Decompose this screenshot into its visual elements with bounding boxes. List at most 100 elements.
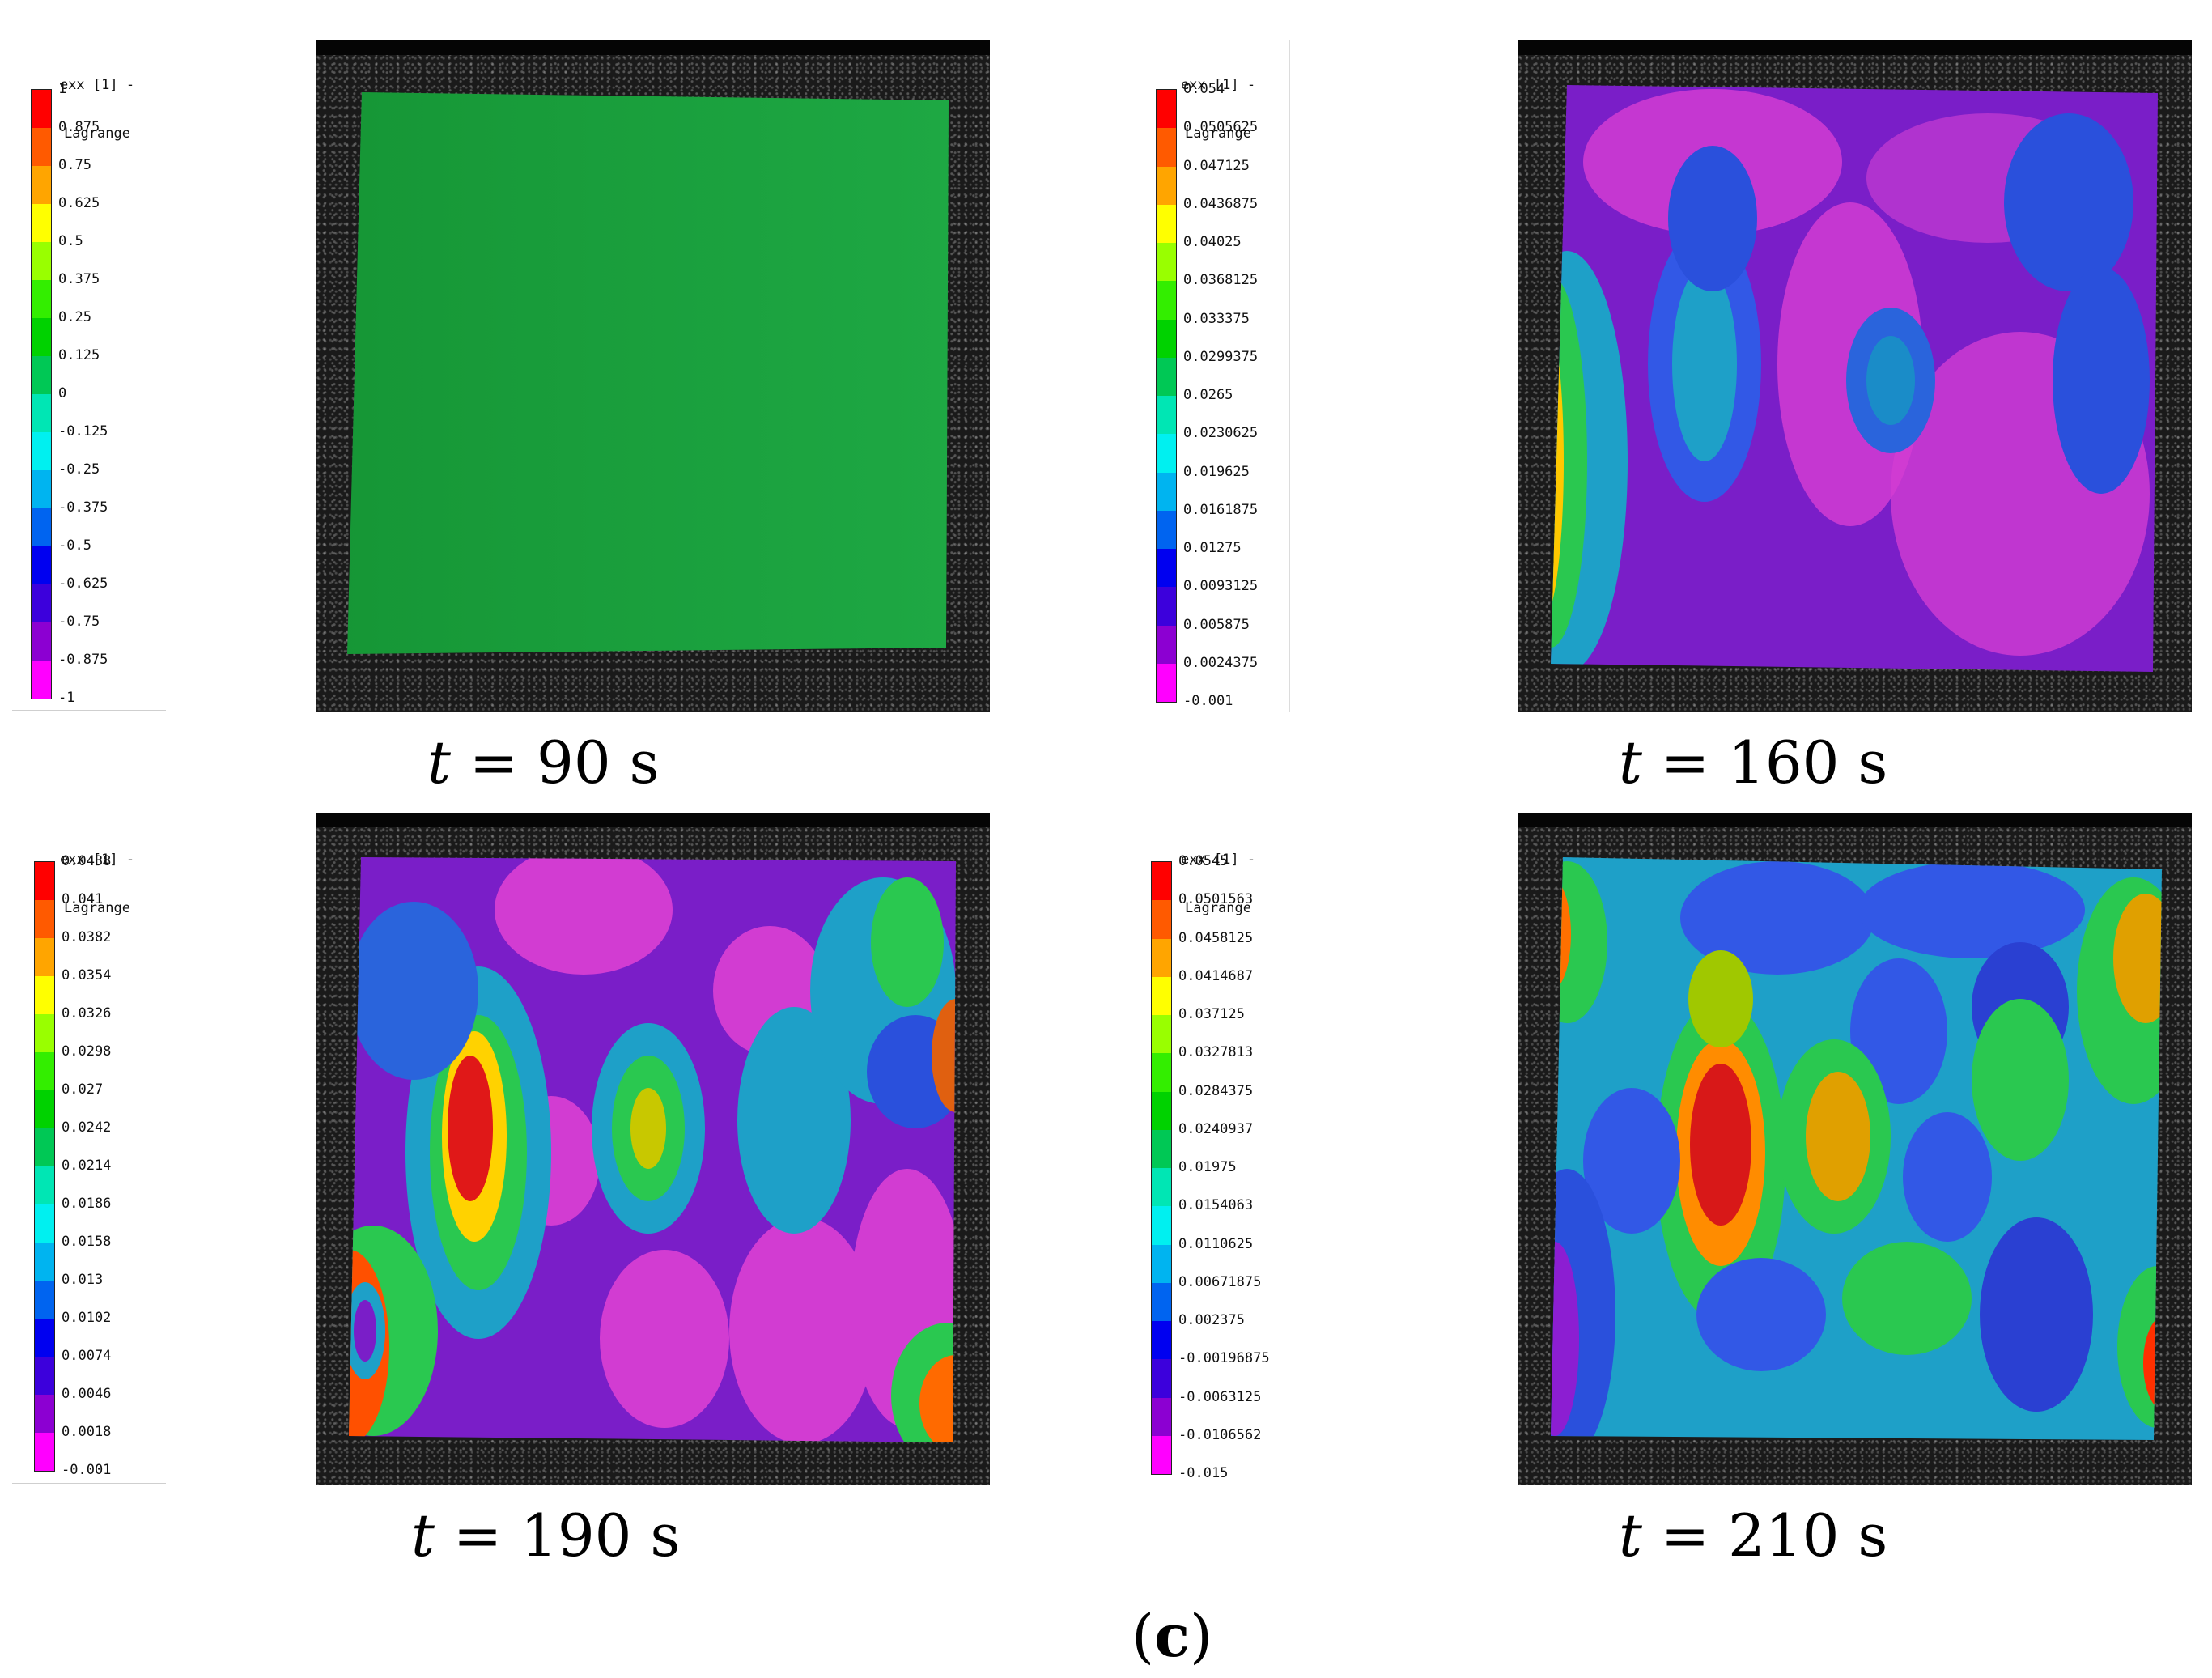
colorbar-segment — [35, 1014, 54, 1052]
colorbar-tick-label: 0.0436875 — [1183, 195, 1259, 212]
colorbar-segment — [1152, 1397, 1171, 1436]
colorbar-tick-label: 1 — [58, 81, 67, 97]
colorbar-segment — [1152, 1244, 1171, 1283]
colorbar-tick-label: 0.875 — [58, 119, 100, 135]
colorbar-segment — [1152, 938, 1171, 977]
strain-map — [316, 40, 990, 712]
colorbar-title: exx [1] - Lagrange — [45, 45, 150, 174]
colorbar-segment — [1152, 1206, 1171, 1245]
colorbar-tick-label: -0.0063125 — [1178, 1388, 1262, 1405]
subfigure-close: ) — [1189, 1602, 1213, 1670]
strain-field — [1551, 85, 2158, 672]
colorbar-segment — [1157, 357, 1176, 396]
colorbar-tick-label: 0.375 — [58, 271, 100, 287]
colorbar-segment — [1152, 1053, 1171, 1092]
colorbar-tick-label: 0.0018 — [62, 1424, 112, 1440]
colorbar-tick-label: 0.01975 — [1178, 1159, 1237, 1175]
colorbar-segment — [1157, 434, 1176, 473]
colorbar-segment — [35, 976, 54, 1014]
colorbar-title-line2: Lagrange — [64, 900, 130, 916]
colorbar-segment — [32, 204, 51, 242]
time-caption: t = 190 s — [411, 1502, 680, 1570]
subfigure-open: ( — [1131, 1602, 1155, 1670]
colorbar-tick-label: 0.0265 — [1183, 387, 1233, 403]
time-variable: t — [427, 729, 451, 797]
colorbar-tick-label: -0.625 — [58, 576, 108, 592]
colorbar-tick-label: 0.0240937 — [1178, 1120, 1254, 1137]
colorbar-tick-label: 0.0414687 — [1178, 967, 1254, 984]
strain-field — [347, 92, 949, 654]
colorbar-segment — [1157, 472, 1176, 511]
colorbar-segment — [35, 1395, 54, 1433]
colorbar-segment — [35, 1281, 54, 1319]
colorbar-segment — [1157, 128, 1176, 167]
colorbar-tick-label: -0.875 — [58, 652, 108, 668]
colorbar-tick-label: 0.047125 — [1183, 157, 1250, 174]
colorbar-segment — [35, 900, 54, 938]
colorbar-tick-label: 0.005875 — [1183, 616, 1250, 633]
subfigure-letter: c — [1154, 1601, 1190, 1670]
colorbar-tick-label: 0.25 — [58, 309, 91, 325]
colorbar-tick-label: 0.5 — [58, 233, 83, 249]
colorbar-segment — [32, 546, 51, 584]
colorbar-segment — [1152, 1168, 1171, 1207]
colorbar-tick-label: -0.25 — [58, 461, 100, 478]
colorbar — [31, 89, 52, 699]
colorbar-segment — [1152, 862, 1171, 901]
strain-map — [1518, 40, 2192, 712]
colorbar-segment — [35, 1433, 54, 1471]
time-value: = 210 s — [1641, 1502, 1888, 1570]
colorbar-segment — [1157, 549, 1176, 588]
colorbar-tick-label: 0.0438 — [62, 853, 112, 869]
colorbar-segment — [35, 938, 54, 976]
time-value: = 190 s — [434, 1502, 681, 1570]
colorbar-tick-label: 0.0545 — [1178, 853, 1229, 869]
colorbar-title: exx [1] - Lagrange — [45, 819, 150, 949]
colorbar-tick-label: 0.0186 — [62, 1196, 112, 1212]
colorbar-tick-label: 0.0158 — [62, 1234, 112, 1250]
colorbar-segment — [1152, 1282, 1171, 1321]
colorbar-tick-label: 0.625 — [58, 195, 100, 211]
colorbar-tick-label: 0.0102 — [62, 1310, 112, 1326]
colorbar-tick-label: -0.001 — [1183, 693, 1233, 709]
colorbar-tick-label: 0.0154063 — [1178, 1197, 1254, 1214]
colorbar-tick-label: 0.054 — [1183, 81, 1225, 97]
colorbar-tick-label: -0.375 — [58, 499, 108, 516]
colorbar-title-line1: exx [1] - — [59, 77, 135, 93]
colorbar-segment — [32, 242, 51, 280]
colorbar-segment — [32, 356, 51, 394]
colorbar-segment — [1152, 1091, 1171, 1130]
colorbar-title-line2: Lagrange — [64, 125, 130, 142]
colorbar-segment — [1152, 1015, 1171, 1054]
time-variable: t — [1619, 1502, 1642, 1570]
colorbar-segment — [1157, 625, 1176, 664]
colorbar-tick-label: -1 — [58, 690, 75, 706]
colorbar-tick-label: -0.015 — [1178, 1465, 1229, 1481]
colorbar-segment — [1157, 587, 1176, 626]
colorbar-tick-label: 0.0382 — [62, 929, 112, 945]
colorbar-tick-label: 0.0093125 — [1183, 578, 1259, 595]
colorbar-segment — [35, 1090, 54, 1128]
colorbar-tick-label: 0.0074 — [62, 1348, 112, 1364]
time-caption: t = 210 s — [1619, 1502, 1887, 1570]
strain-map — [1518, 813, 2192, 1485]
colorbar-segment — [1152, 1359, 1171, 1398]
colorbar-rule — [12, 710, 166, 711]
colorbar-segment — [1157, 510, 1176, 549]
colorbar-tick-label: 0.0284375 — [1178, 1082, 1254, 1099]
time-value: = 160 s — [1641, 729, 1888, 797]
colorbar-segment — [1152, 976, 1171, 1015]
colorbar-tick-label: 0.0299375 — [1183, 348, 1259, 365]
colorbar-segment — [32, 661, 51, 699]
colorbar-segment — [1157, 663, 1176, 702]
colorbar-tick-label: -0.001 — [62, 1462, 112, 1478]
colorbar-tick-label: 0.0326 — [62, 1005, 112, 1022]
colorbar-segment — [32, 394, 51, 432]
colorbar-title-line2: Lagrange — [1185, 125, 1251, 142]
colorbar-tick-label: 0.0214 — [62, 1158, 112, 1174]
colorbar-tick-label: 0.00671875 — [1178, 1273, 1262, 1290]
colorbar-segment — [35, 1052, 54, 1090]
colorbar-segment — [1157, 204, 1176, 243]
time-caption: t = 160 s — [1619, 729, 1887, 797]
colorbar-tick-label: -0.125 — [58, 423, 108, 440]
